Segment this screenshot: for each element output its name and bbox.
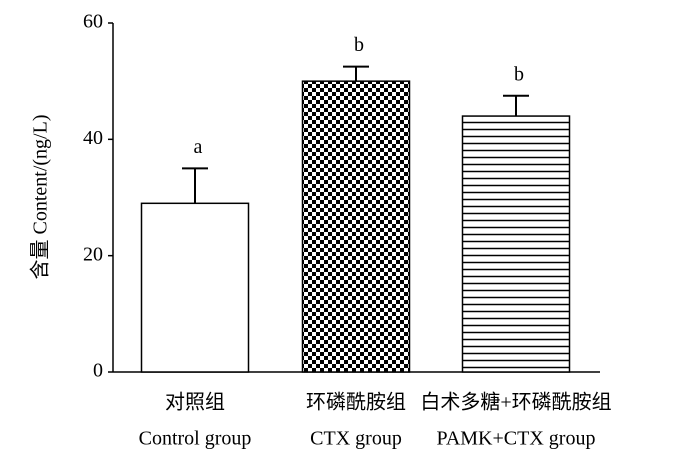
bar bbox=[461, 115, 571, 373]
y-tick-label: 60 bbox=[83, 11, 103, 33]
significance-letter: b bbox=[354, 34, 364, 56]
y-tick-label: 20 bbox=[83, 243, 103, 265]
significance-letter: b bbox=[514, 63, 524, 85]
y-axis-label: 含量 Content/(ng/L) bbox=[29, 115, 52, 280]
significance-letter: a bbox=[194, 136, 203, 158]
x-tick-label-en: PAMK+CTX group bbox=[437, 428, 596, 450]
x-tick-label: 白术多糖+环磷酰胺组 bbox=[420, 391, 611, 414]
bar bbox=[140, 202, 250, 373]
y-tick-label: 40 bbox=[83, 127, 103, 149]
x-tick-label-en: Control group bbox=[139, 428, 252, 450]
x-tick-label-en: CTX group bbox=[310, 428, 402, 450]
x-tick-label: 环磷酰胺组 bbox=[306, 391, 406, 414]
bar bbox=[301, 80, 411, 373]
x-tick-label: 对照组 bbox=[165, 391, 225, 414]
y-tick-label: 0 bbox=[93, 360, 103, 382]
